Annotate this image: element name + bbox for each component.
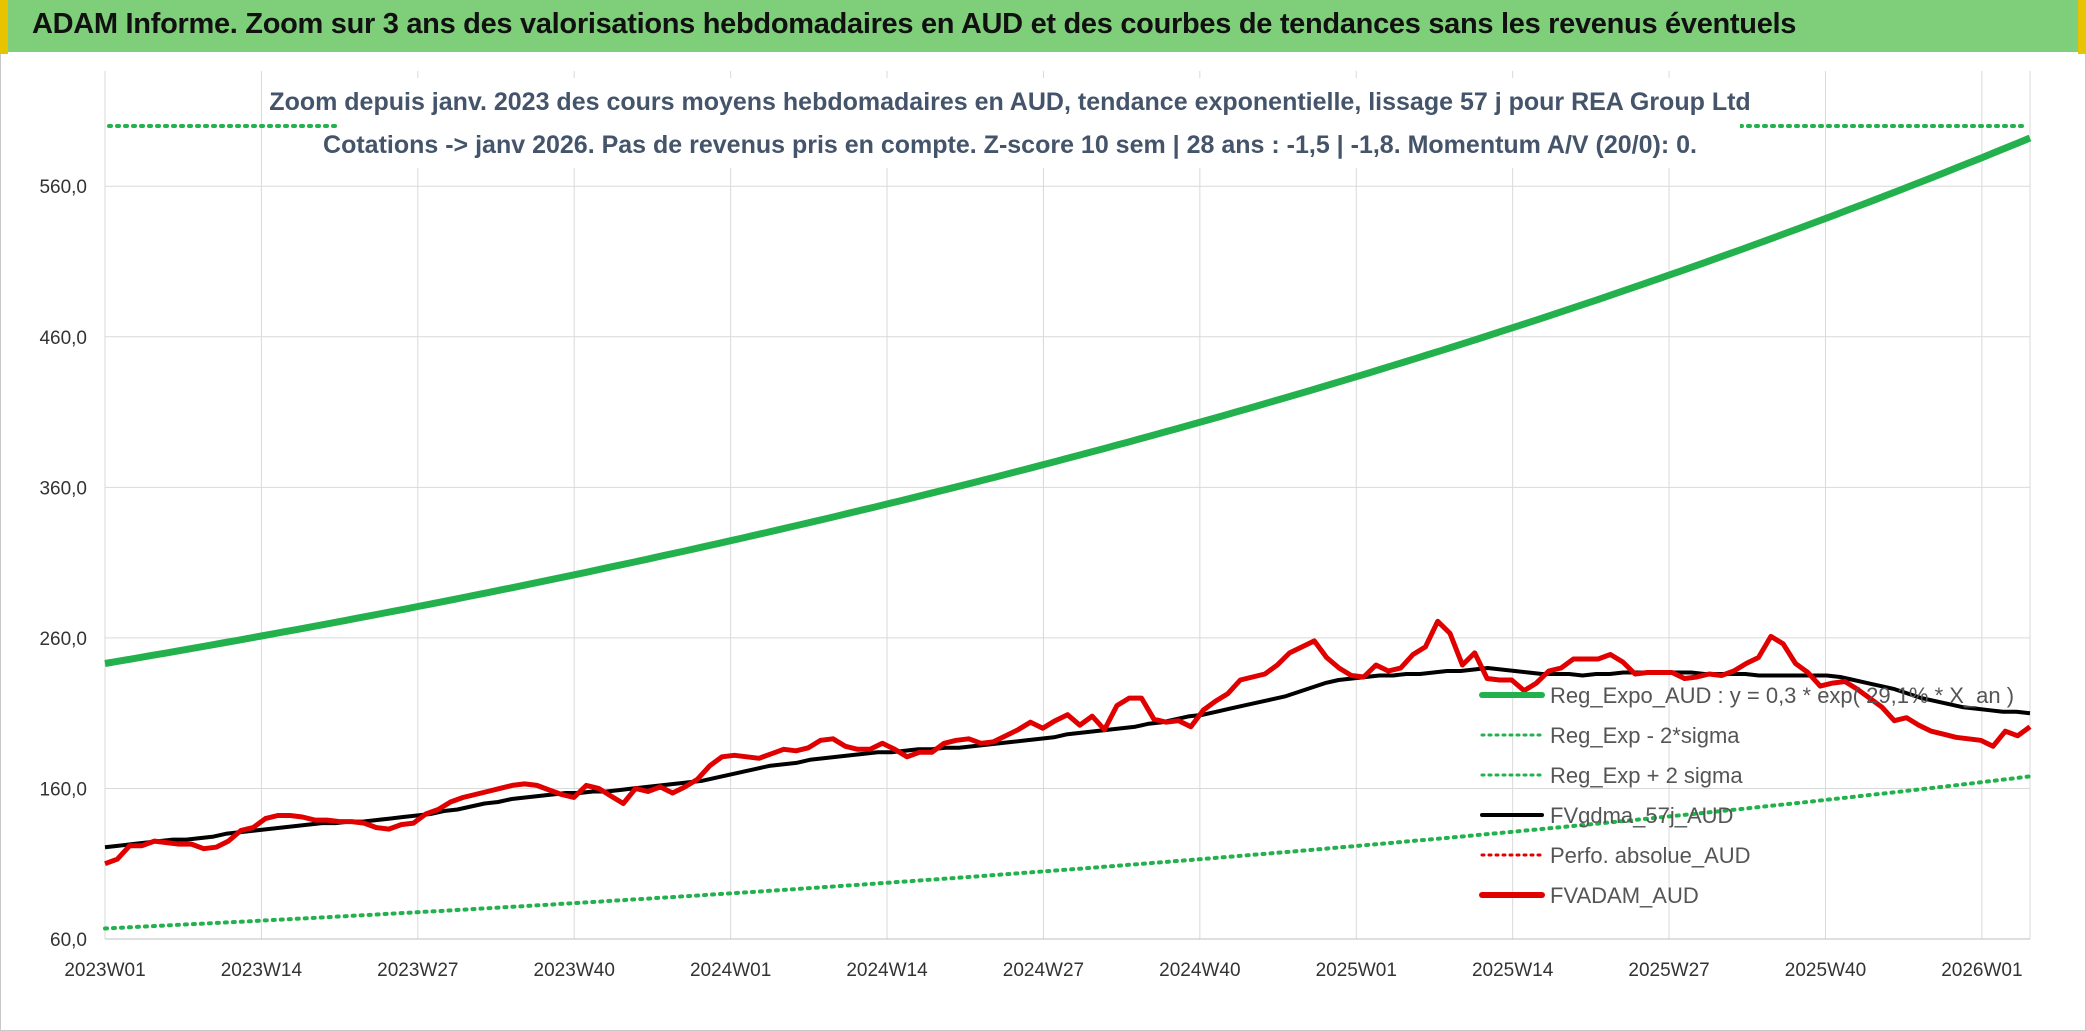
x-tick-label: 2023W01 bbox=[64, 960, 145, 981]
legend: Reg_Expo_AUD : y = 0,3 * exp( 29,1% * X_… bbox=[1479, 683, 2014, 908]
x-tick-label: 2023W27 bbox=[377, 960, 458, 981]
subtitle-background bbox=[345, 78, 1740, 168]
x-tick-label: 2023W40 bbox=[534, 960, 615, 981]
x-tick-label: 2025W27 bbox=[1628, 960, 1709, 981]
title-banner: ADAM Informe. Zoom sur 3 ans des valoris… bbox=[0, 0, 2086, 52]
x-tick-label: 2025W40 bbox=[1785, 960, 1866, 981]
x-tick-label: 2025W14 bbox=[1472, 960, 1554, 981]
y-tick-label: 460,0 bbox=[39, 328, 87, 349]
legend-label: Perfo. absolue_AUD bbox=[1550, 843, 1751, 868]
y-tick-label: 560,0 bbox=[39, 177, 87, 198]
x-tick-label: 2025W01 bbox=[1316, 960, 1397, 981]
y-tick-label: 160,0 bbox=[39, 779, 87, 800]
y-tick-label: 360,0 bbox=[39, 478, 87, 499]
x-tick-label: 2024W27 bbox=[1003, 960, 1084, 981]
banner-corner-left bbox=[0, 0, 8, 54]
legend-label: Reg_Exp + 2 sigma bbox=[1550, 763, 1743, 788]
legend-label: FVgdma_57j_AUD bbox=[1550, 803, 1733, 828]
x-axis: 2023W01 2023W14 2023W27 2023W40 2024W01 2024W… bbox=[64, 960, 2022, 981]
x-tick-label: 2023W14 bbox=[221, 960, 303, 981]
x-tick-label: 2024W01 bbox=[690, 960, 771, 981]
plot-area bbox=[103, 124, 2032, 931]
page-title: ADAM Informe. Zoom sur 3 ans des valoris… bbox=[32, 8, 1797, 40]
gridlines bbox=[104, 71, 2031, 940]
series-reg-exp-minus-2sigma-line bbox=[103, 774, 2032, 931]
chart-subtitle-line-1: Zoom depuis janv. 2023 des cours moyens … bbox=[269, 88, 1750, 116]
legend-label: Reg_Exp - 2*sigma bbox=[1550, 723, 1740, 748]
x-tick-label: 2026W01 bbox=[1941, 960, 2022, 981]
series-reg-expo-line bbox=[104, 134, 2032, 667]
x-tick-label: 2024W40 bbox=[1159, 960, 1240, 981]
y-tick-label: 60,0 bbox=[50, 930, 87, 951]
y-tick-label: 260,0 bbox=[39, 629, 87, 650]
y-axis: 60,0 160,0 260,0 360,0 460,0 560,0 bbox=[39, 177, 87, 951]
legend-label: Reg_Expo_AUD : y = 0,3 * exp( 29,1% * X_… bbox=[1550, 683, 2014, 708]
chart-subtitle-line-2: Cotations -> janv 2026. Pas de revenus p… bbox=[323, 131, 1697, 159]
series-fvadam-line bbox=[104, 618, 2032, 867]
x-tick-label: 2024W14 bbox=[846, 960, 928, 981]
banner-corner-right bbox=[2078, 0, 2086, 54]
legend-label: FVADAM_AUD bbox=[1550, 883, 1699, 908]
